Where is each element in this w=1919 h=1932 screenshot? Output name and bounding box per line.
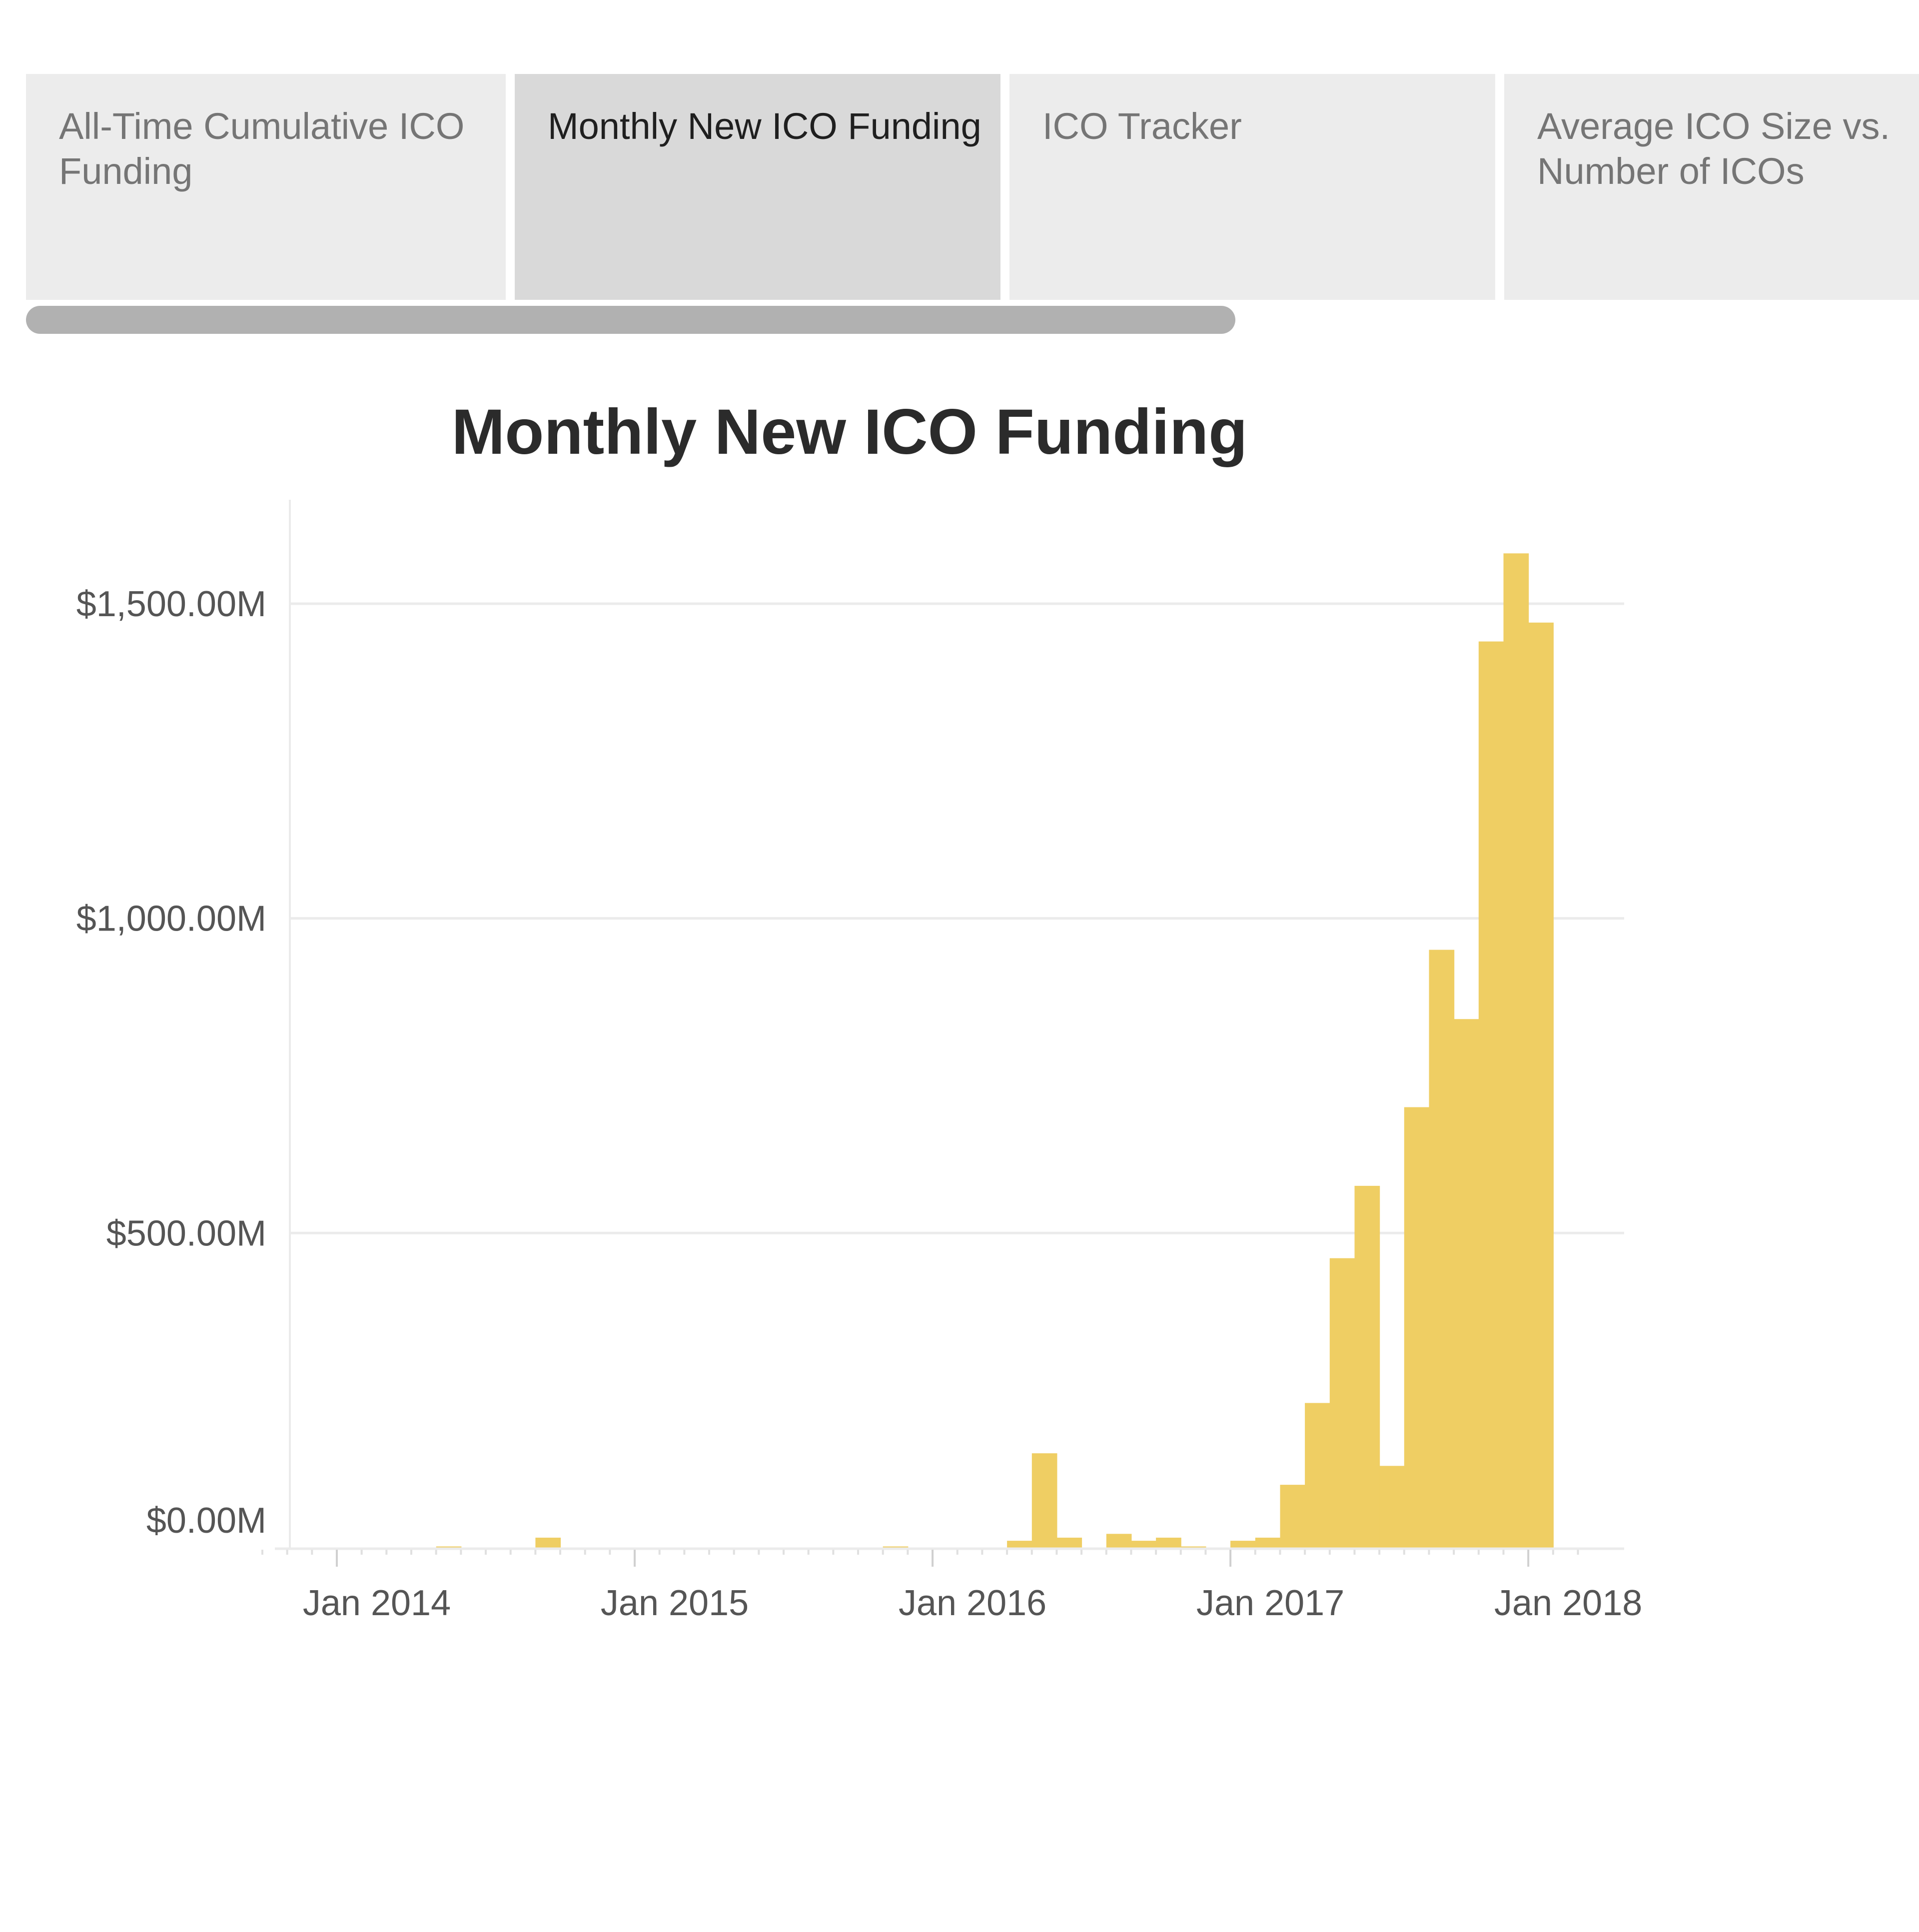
- bar[interactable]: [1230, 1541, 1256, 1548]
- tab-bar: All-Time Cumulative ICO Funding Monthly …: [0, 0, 1919, 350]
- bar[interactable]: [535, 1537, 561, 1548]
- bar[interactable]: [1280, 1485, 1306, 1548]
- y-tick-label: $500.00M: [106, 1213, 266, 1253]
- x-tick-label: Jan 2018: [1494, 1583, 1642, 1623]
- x-tick-label: Jan 2014: [303, 1583, 451, 1623]
- gridlines: [289, 500, 1624, 1548]
- tab-average-ico-size-vs-number-of-icos[interactable]: Average ICO Size vs. Number of ICOs: [1504, 74, 1919, 300]
- bar[interactable]: [1329, 1258, 1355, 1548]
- bar[interactable]: [1106, 1534, 1132, 1548]
- y-tick-label: $0.00M: [146, 1501, 266, 1541]
- y-tick-label: $1,500.00M: [76, 584, 266, 624]
- x-tick-label: Jan 2017: [1196, 1583, 1344, 1623]
- bar[interactable]: [1354, 1185, 1380, 1548]
- axes: $0.00M $500.00M $1,000.00M $1,500.00M Jan 20…: [76, 584, 1643, 1623]
- bar[interactable]: [1305, 1403, 1330, 1548]
- bars: [436, 553, 1554, 1548]
- bar[interactable]: [1255, 1537, 1281, 1548]
- chart-title: Monthly New ICO Funding: [451, 396, 1248, 468]
- tab-label: All-Time Cumulative ICO Funding: [59, 105, 465, 192]
- tab-ico-tracker[interactable]: ICO Tracker: [1009, 74, 1495, 300]
- tab-label: Average ICO Size vs. Number of ICOs: [1537, 105, 1891, 192]
- bar[interactable]: [1404, 1107, 1430, 1548]
- bar[interactable]: [1478, 641, 1504, 1548]
- tab-label: Monthly New ICO Funding: [548, 105, 981, 147]
- bar[interactable]: [436, 1546, 462, 1548]
- tab-scrollbar[interactable]: [26, 306, 1235, 334]
- bar[interactable]: [1503, 553, 1529, 1548]
- bar[interactable]: [883, 1546, 909, 1548]
- bar[interactable]: [1429, 950, 1455, 1548]
- bar[interactable]: [1156, 1537, 1181, 1548]
- x-tick-label: Jan 2015: [601, 1583, 749, 1623]
- tab-monthly-new-ico-funding[interactable]: Monthly New ICO Funding: [515, 74, 1000, 300]
- bar[interactable]: [1379, 1466, 1405, 1548]
- y-tick-label: $1,000.00M: [76, 899, 266, 939]
- bar[interactable]: [1031, 1453, 1057, 1548]
- tab-label: ICO Tracker: [1042, 105, 1242, 147]
- bar[interactable]: [1454, 1019, 1479, 1548]
- x-tick-label: Jan 2016: [899, 1583, 1046, 1623]
- bar[interactable]: [1131, 1541, 1157, 1548]
- bar[interactable]: [1056, 1537, 1082, 1548]
- bar[interactable]: [1528, 622, 1554, 1548]
- tab-all-time-cumulative-ico-funding[interactable]: All-Time Cumulative ICO Funding: [26, 74, 506, 300]
- bar[interactable]: [1007, 1541, 1032, 1548]
- bar[interactable]: [1180, 1546, 1206, 1548]
